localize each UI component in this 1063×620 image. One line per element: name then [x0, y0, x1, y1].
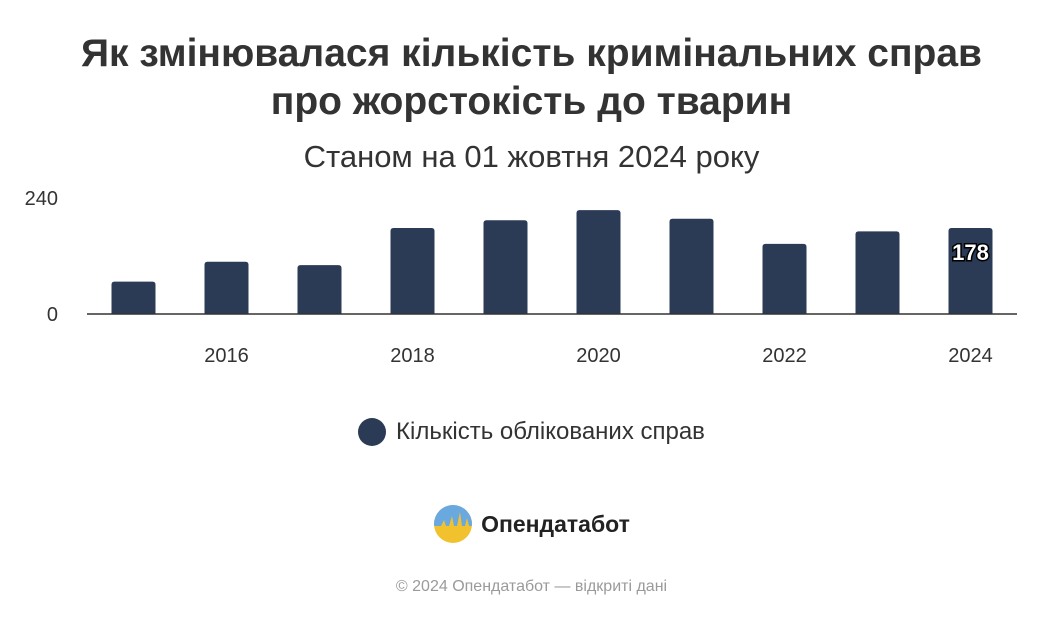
- x-tick-label-2024: 2024: [948, 345, 993, 367]
- x-tick-label-2018: 2018: [390, 345, 435, 367]
- x-tick-label-2016: 2016: [204, 345, 249, 367]
- x-tick-label-2020: 2020: [576, 345, 621, 367]
- bar-2018: [390, 227, 435, 314]
- legend: Кількість облікованих справ: [0, 418, 1063, 446]
- bar-2016: [204, 261, 249, 314]
- brand-name: Опендатабот: [481, 510, 630, 537]
- bar-chart: 0 240 2016 2018 2020 2022 2024 178: [25, 188, 1017, 367]
- bar-2023: [855, 231, 900, 314]
- bar-2019: [483, 220, 528, 314]
- brand: Опендатабот: [0, 504, 1063, 544]
- y-tick-label-240: 240: [25, 188, 58, 210]
- bar-2015: [111, 281, 156, 314]
- copyright: © 2024 Опендатабот — відкриті дані: [395, 578, 668, 595]
- legend-swatch: [358, 418, 387, 446]
- bar-2017: [297, 265, 342, 314]
- bar-2021: [669, 218, 714, 314]
- y-tick-label-0: 0: [47, 304, 58, 326]
- bar-2024: [948, 227, 993, 314]
- x-tick-label-2022: 2022: [762, 345, 807, 367]
- chart-title: Як змінювалася кількість кримінальних сп…: [0, 30, 1063, 126]
- title-line-2: про жорстокість до тварин: [270, 80, 793, 123]
- legend-label: Кількість облікованих справ: [396, 418, 705, 445]
- data-label-2024: 178: [952, 240, 989, 265]
- bar-2022: [762, 243, 807, 314]
- title-line-1: Як змінювалася кількість кримінальних сп…: [80, 32, 983, 75]
- bar-2020: [576, 210, 621, 314]
- chart-subtitle: Станом на 01 жовтня 2024 року: [303, 139, 760, 174]
- opendatabot-logo-icon: [434, 505, 473, 543]
